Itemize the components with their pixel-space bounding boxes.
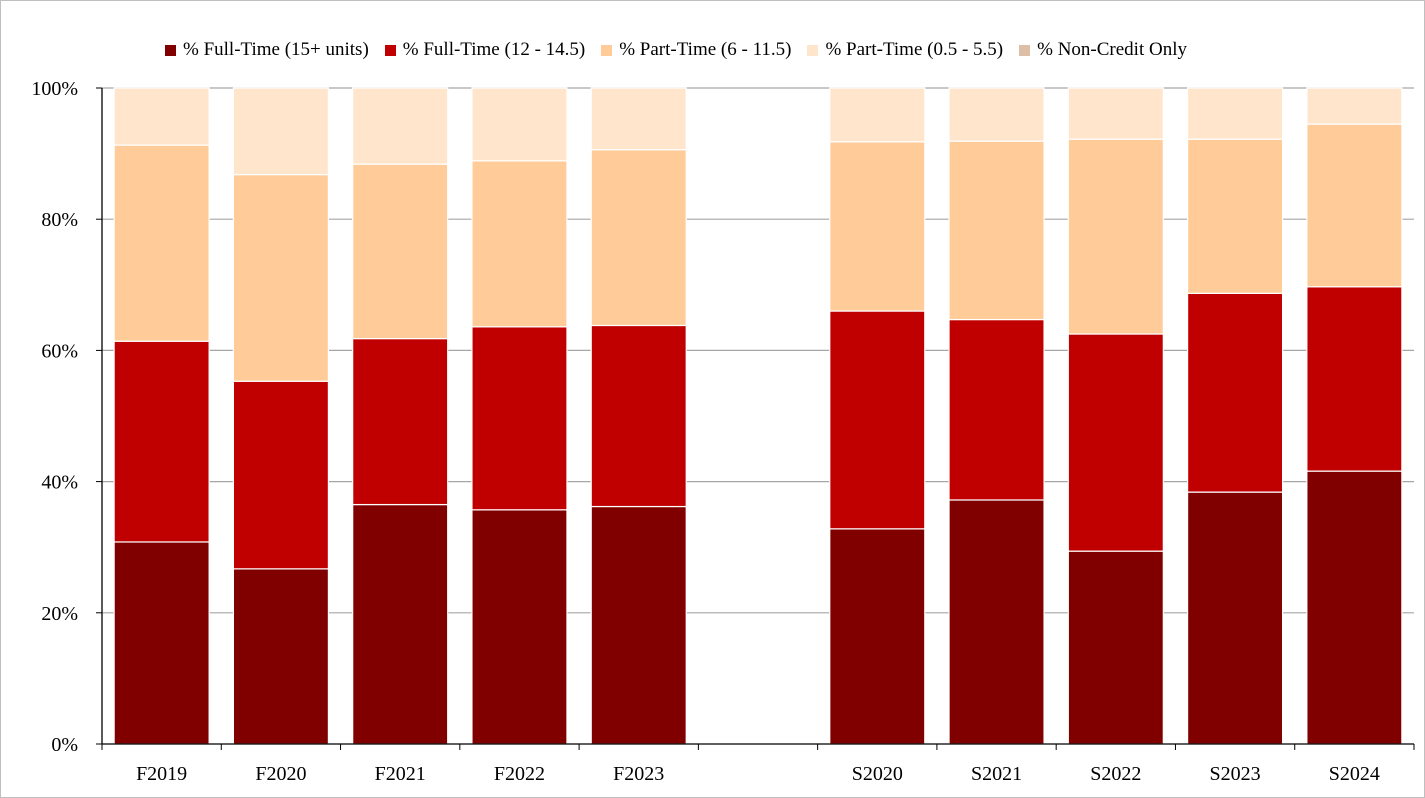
bar-segment [948,318,1045,501]
legend-item: % Part-Time (0.5 - 5.5) [807,39,1003,61]
bar-segment [1306,123,1403,288]
y-tick-label: 100% [31,78,78,100]
legend-swatch [601,44,613,56]
bar-segment [1067,550,1164,745]
x-tick-label: F2023 [613,763,664,785]
y-tick-label: 0% [51,734,78,756]
bar-segment [113,340,210,543]
legend-swatch [165,44,176,56]
bar-segment [113,144,210,342]
x-tick-label: F2022 [494,763,545,785]
bar-segment [471,87,568,162]
bar-segment [829,310,926,530]
bar-segment [352,163,449,340]
x-tick-label: S2021 [971,763,1022,785]
bar-segment [471,160,568,328]
bar-segment [232,87,330,176]
y-tick-label: 80% [41,209,78,231]
y-tick-label: 40% [41,472,78,494]
legend-swatch [807,44,819,56]
bar-segment [232,380,330,570]
x-tick-label: S2023 [1210,763,1261,785]
x-tick-label: S2020 [852,763,903,785]
bar-segment [948,140,1045,321]
legend-item: % Part-Time (6 - 11.5) [601,39,791,61]
bar-segment [1186,491,1284,745]
legend: % Full-Time (15+ units) % Full-Time (12 -… [165,39,1187,61]
y-tick-label: 60% [41,340,78,362]
x-tick-label: F2021 [375,763,426,785]
bar-segment [590,505,687,745]
legend-label: % Part-Time (0.5 - 5.5) [825,39,1004,60]
bar-segment [352,503,449,745]
bar-segment [948,499,1045,745]
y-tick-label: 20% [41,603,78,625]
bar-segment [1186,87,1284,140]
legend-label: % Part-Time (6 - 11.5) [619,39,792,60]
bar-segment [1186,292,1284,493]
legend-item: % Full-Time (12 - 14.5) [384,39,586,61]
legend-label: % Full-Time (15+ units) [183,39,369,60]
bar-segment [829,87,926,143]
bar-segment [352,337,449,506]
bar-segment [1186,138,1284,294]
bar-segment [352,87,449,165]
legend-item: % Non-Credit Only [1019,39,1187,61]
bar-segment [1306,286,1403,472]
bar-segment [471,326,568,511]
legend-label: % Non-Credit Only [1037,39,1187,60]
bar-segment [232,173,330,382]
bar-segment [590,149,687,327]
bar-segment [113,87,210,146]
bar-segment [113,541,210,745]
bar-segment [829,528,926,745]
bar-segment [1067,333,1164,552]
x-tick-label: F2020 [255,763,306,785]
bar-segment [1067,138,1164,335]
bar-segment [1306,87,1403,125]
x-tick-label: F2019 [136,763,187,785]
x-tick-label: S2022 [1090,763,1141,785]
bar-segment [948,87,1045,142]
bar-segment [1306,470,1403,745]
bar-segment [590,324,687,508]
legend-swatch [384,44,396,56]
legend-item: % Full-Time (15+ units) [165,39,369,61]
x-tick-label: S2024 [1329,763,1380,785]
bar-segment [471,509,568,745]
bar-segment [590,87,687,151]
legend-label: % Full-Time (12 - 14.5) [402,39,586,60]
bar-segment [829,141,926,312]
bar-segment [232,568,330,745]
legend-swatch [1019,44,1031,56]
bar-segment [1067,87,1164,140]
